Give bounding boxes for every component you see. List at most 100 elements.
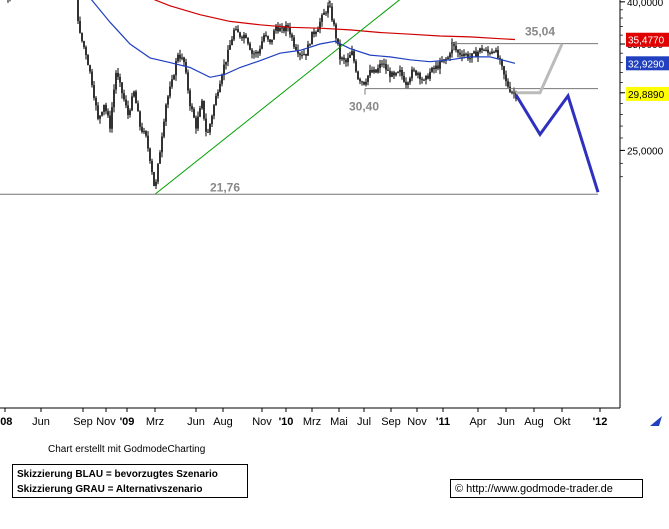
candle-body	[135, 91, 137, 104]
y-tick-label: 40,0000	[627, 0, 664, 9]
candle-body	[197, 116, 199, 129]
price-box	[626, 32, 669, 47]
candle-body	[277, 26, 279, 32]
candle-body	[211, 115, 213, 124]
candle-body	[357, 71, 359, 80]
candle-body	[393, 72, 395, 76]
candle-body	[437, 65, 439, 69]
candle-body	[131, 96, 133, 111]
source-url[interactable]: © http://www.godmode-trader.de	[450, 479, 643, 498]
candle-body	[263, 35, 265, 42]
legend-grey-scenario: Skizzierung GRAU = Alternativszenario	[17, 484, 203, 495]
candle-body	[111, 107, 113, 129]
candle-body	[189, 90, 191, 107]
candle-body	[219, 83, 221, 93]
candle-body	[503, 66, 505, 75]
candle-body	[201, 100, 203, 109]
candle-body	[383, 63, 385, 65]
candle-body	[399, 69, 401, 72]
candle-body	[301, 54, 303, 56]
candle-body	[245, 34, 247, 38]
candle-body	[311, 31, 313, 45]
level-label: 35,04	[525, 25, 555, 39]
candle-body	[343, 57, 345, 60]
moving-averages	[90, 0, 516, 78]
legend-blue-scenario: Skizzierung BLAU = bevorzugtes Szenario	[17, 469, 218, 480]
x-tick-label: Jun	[32, 416, 50, 428]
candle-body	[171, 79, 173, 87]
candle-body	[327, 5, 329, 14]
candle-body	[499, 58, 501, 60]
candle-body	[461, 54, 463, 56]
candle-body	[251, 49, 253, 54]
candle-body	[195, 117, 197, 129]
candle-body	[475, 51, 477, 57]
candle-body	[127, 105, 129, 115]
scenario-legend: Skizzierung BLAU = bevorzugtes Szenario …	[12, 464, 248, 498]
level-label: 30,40	[349, 100, 379, 114]
candle-body	[485, 49, 487, 51]
candle-body	[487, 49, 489, 53]
candle-body	[439, 61, 441, 69]
candle-body	[99, 115, 101, 119]
candle-body	[471, 53, 473, 59]
candle-body	[151, 160, 153, 173]
candle-body	[501, 59, 503, 67]
candle-body	[183, 57, 185, 63]
candle-body	[363, 81, 365, 85]
x-tick-label: Aug	[213, 416, 233, 428]
candle-body	[405, 81, 407, 85]
x-tick-label: '09	[120, 416, 135, 428]
candle-body	[157, 163, 159, 182]
candle-body	[175, 61, 177, 76]
candle-body	[403, 75, 405, 82]
candle-body	[397, 71, 399, 73]
candle-body	[255, 51, 257, 54]
candle-body	[409, 78, 411, 83]
candle-body	[167, 96, 169, 105]
candle-body	[271, 39, 273, 43]
candle-body	[143, 131, 145, 133]
candle-body	[313, 31, 315, 35]
candle-body	[305, 53, 307, 56]
candle-body	[373, 69, 375, 73]
candle-body	[433, 67, 435, 70]
price-box	[626, 86, 669, 101]
candle-body	[141, 126, 143, 132]
candle-body	[275, 26, 277, 31]
candle-body	[459, 52, 461, 55]
candle-body	[435, 65, 437, 70]
candle-body	[123, 93, 125, 100]
candle-body	[315, 31, 317, 35]
x-tick-label: '12	[593, 416, 608, 428]
candle-body	[307, 44, 309, 56]
x-tick-label: Nov	[252, 416, 272, 428]
candle-body	[489, 52, 491, 54]
candle-body	[243, 34, 245, 39]
candle-body	[463, 53, 465, 56]
candle-body	[257, 51, 259, 54]
candle-body	[413, 69, 415, 71]
x-tick-label: '11	[436, 416, 450, 428]
x-tick-label: '10	[279, 416, 294, 428]
candle-body	[203, 100, 205, 119]
candle-body	[215, 95, 217, 106]
candle-body	[87, 55, 89, 66]
x-tick-label: Nov	[407, 416, 427, 428]
candle-body	[447, 57, 449, 59]
candle-body	[295, 46, 297, 50]
x-tick-label: Mrz	[146, 416, 164, 428]
candle-body	[117, 72, 119, 78]
x-tick-label: Jun	[497, 416, 515, 428]
candle-body	[265, 35, 267, 37]
ma-red-line	[153, 0, 516, 41]
arrow-icon	[650, 416, 662, 426]
candle-body	[333, 20, 335, 25]
candle-body	[513, 92, 515, 94]
chart-arrow-button[interactable]	[644, 410, 669, 429]
trendline	[154, 0, 401, 195]
candle-body	[93, 85, 95, 98]
x-tick-label: Apr	[469, 416, 486, 428]
candle-body	[371, 69, 373, 73]
